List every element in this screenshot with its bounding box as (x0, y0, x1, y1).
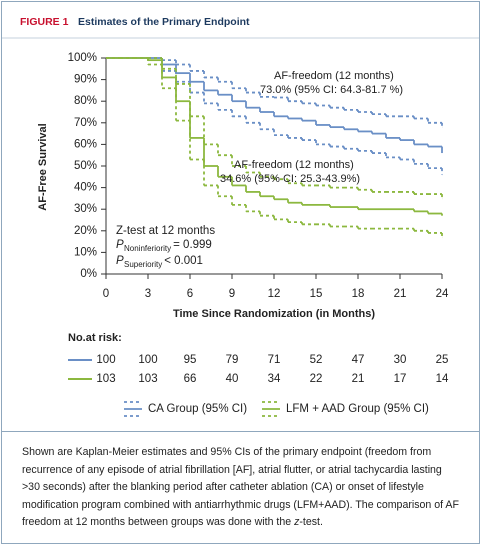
x-axis-label: Time Since Randomization (in Months) (173, 308, 375, 320)
x-tick-label: 3 (145, 288, 151, 300)
risk-count: 103 (138, 373, 157, 385)
risk-count: 40 (226, 373, 239, 385)
legend-label: LFM + AAD Group (95% CI) (286, 403, 429, 415)
risk-count: 103 (96, 373, 115, 385)
risk-count: 79 (226, 354, 239, 366)
risk-count: 100 (96, 354, 115, 366)
risk-title: No.at risk: (68, 332, 122, 344)
risk-count: 66 (184, 373, 197, 385)
caption: Shown are Kaplan-Meier estimates and 95%… (2, 431, 479, 543)
risk-count: 17 (394, 373, 407, 385)
risk-count: 25 (436, 354, 449, 366)
risk-count: 34 (268, 373, 281, 385)
y-tick-label: 20% (74, 225, 97, 237)
annotation: 34.6% (95% CI: 25.3-43.9%) (220, 173, 360, 185)
legend-label: CA Group (95% CI) (148, 403, 247, 415)
chart: FIGURE 1 Estimates of the Primary Endpoi… (2, 16, 479, 417)
p-value: = 0.999 (173, 239, 212, 251)
figure-label: FIGURE 1 (20, 16, 69, 28)
test-title: Z-test at 12 months (116, 225, 215, 237)
p-subscript: Superiority (124, 260, 162, 269)
risk-count: 21 (352, 373, 365, 385)
y-tick-label: 60% (74, 138, 97, 150)
p-symbol: P (116, 239, 124, 251)
x-tick-label: 0 (103, 288, 109, 300)
y-tick-label: 50% (74, 160, 97, 172)
x-tick-label: 9 (229, 288, 235, 300)
y-tick-label: 80% (74, 95, 97, 107)
y-tick-label: 30% (74, 203, 97, 215)
y-tick-label: 10% (74, 246, 97, 258)
risk-count: 22 (310, 373, 323, 385)
p-symbol: P (116, 255, 124, 267)
p-subscript: Noninferiority (124, 244, 171, 253)
risk-count: 52 (310, 354, 323, 366)
x-tick-label: 21 (394, 288, 407, 300)
x-tick-label: 12 (268, 288, 281, 300)
x-tick-label: 24 (436, 288, 449, 300)
y-tick-label: 90% (74, 74, 97, 86)
x-tick-label: 15 (310, 288, 323, 300)
figure-title: Estimates of the Primary Endpoint (78, 16, 250, 28)
risk-count: 30 (394, 354, 407, 366)
annotation: 73.0% (95% CI: 64.3-81.7 %) (260, 84, 403, 96)
y-tick-label: 100% (68, 52, 97, 64)
x-tick-label: 18 (352, 288, 365, 300)
risk-count: 100 (138, 354, 157, 366)
caption-text: -test. (299, 516, 323, 528)
x-tick-label: 6 (187, 288, 193, 300)
risk-count: 14 (436, 373, 449, 385)
y-tick-label: 0% (80, 268, 97, 280)
y-tick-label: 70% (74, 117, 97, 129)
risk-count: 95 (184, 354, 197, 366)
caption-text: Shown are Kaplan-Meier estimates and 95%… (22, 446, 459, 528)
risk-count: 47 (352, 354, 365, 366)
caption-text: z (294, 516, 300, 528)
p-value: < 0.001 (164, 255, 203, 267)
y-tick-label: 40% (74, 182, 97, 194)
annotation: AF-freedom (12 months) (234, 159, 354, 171)
risk-count: 71 (268, 354, 281, 366)
annotation: AF-freedom (12 months) (274, 70, 394, 82)
y-axis-label: AF-Free Survival (37, 123, 49, 210)
